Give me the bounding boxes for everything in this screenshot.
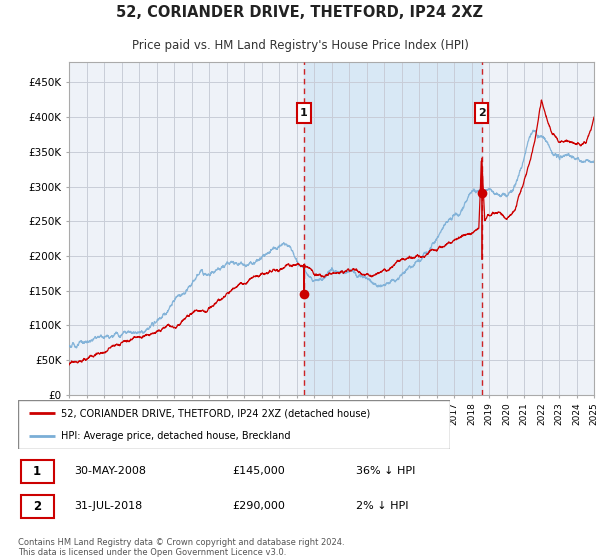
Text: £290,000: £290,000: [232, 501, 285, 511]
Text: Contains HM Land Registry data © Crown copyright and database right 2024.
This d: Contains HM Land Registry data © Crown c…: [18, 538, 344, 557]
Text: 52, CORIANDER DRIVE, THETFORD, IP24 2XZ: 52, CORIANDER DRIVE, THETFORD, IP24 2XZ: [116, 6, 484, 20]
FancyBboxPatch shape: [475, 103, 488, 123]
Text: 2: 2: [478, 108, 485, 118]
FancyBboxPatch shape: [18, 400, 450, 449]
Text: Price paid vs. HM Land Registry's House Price Index (HPI): Price paid vs. HM Land Registry's House …: [131, 39, 469, 53]
Text: 1: 1: [33, 465, 41, 478]
FancyBboxPatch shape: [297, 103, 311, 123]
Text: 31-JUL-2018: 31-JUL-2018: [74, 501, 143, 511]
Bar: [304, 62, 482, 395]
FancyBboxPatch shape: [21, 460, 53, 483]
Text: 1: 1: [300, 108, 308, 118]
Text: HPI: Average price, detached house, Breckland: HPI: Average price, detached house, Brec…: [61, 431, 290, 441]
Text: 2% ↓ HPI: 2% ↓ HPI: [356, 501, 409, 511]
Text: £145,000: £145,000: [232, 466, 285, 477]
Text: 2: 2: [33, 500, 41, 512]
FancyBboxPatch shape: [21, 494, 53, 517]
Text: 52, CORIANDER DRIVE, THETFORD, IP24 2XZ (detached house): 52, CORIANDER DRIVE, THETFORD, IP24 2XZ …: [61, 408, 370, 418]
Text: 30-MAY-2008: 30-MAY-2008: [74, 466, 146, 477]
Text: 36% ↓ HPI: 36% ↓ HPI: [356, 466, 416, 477]
